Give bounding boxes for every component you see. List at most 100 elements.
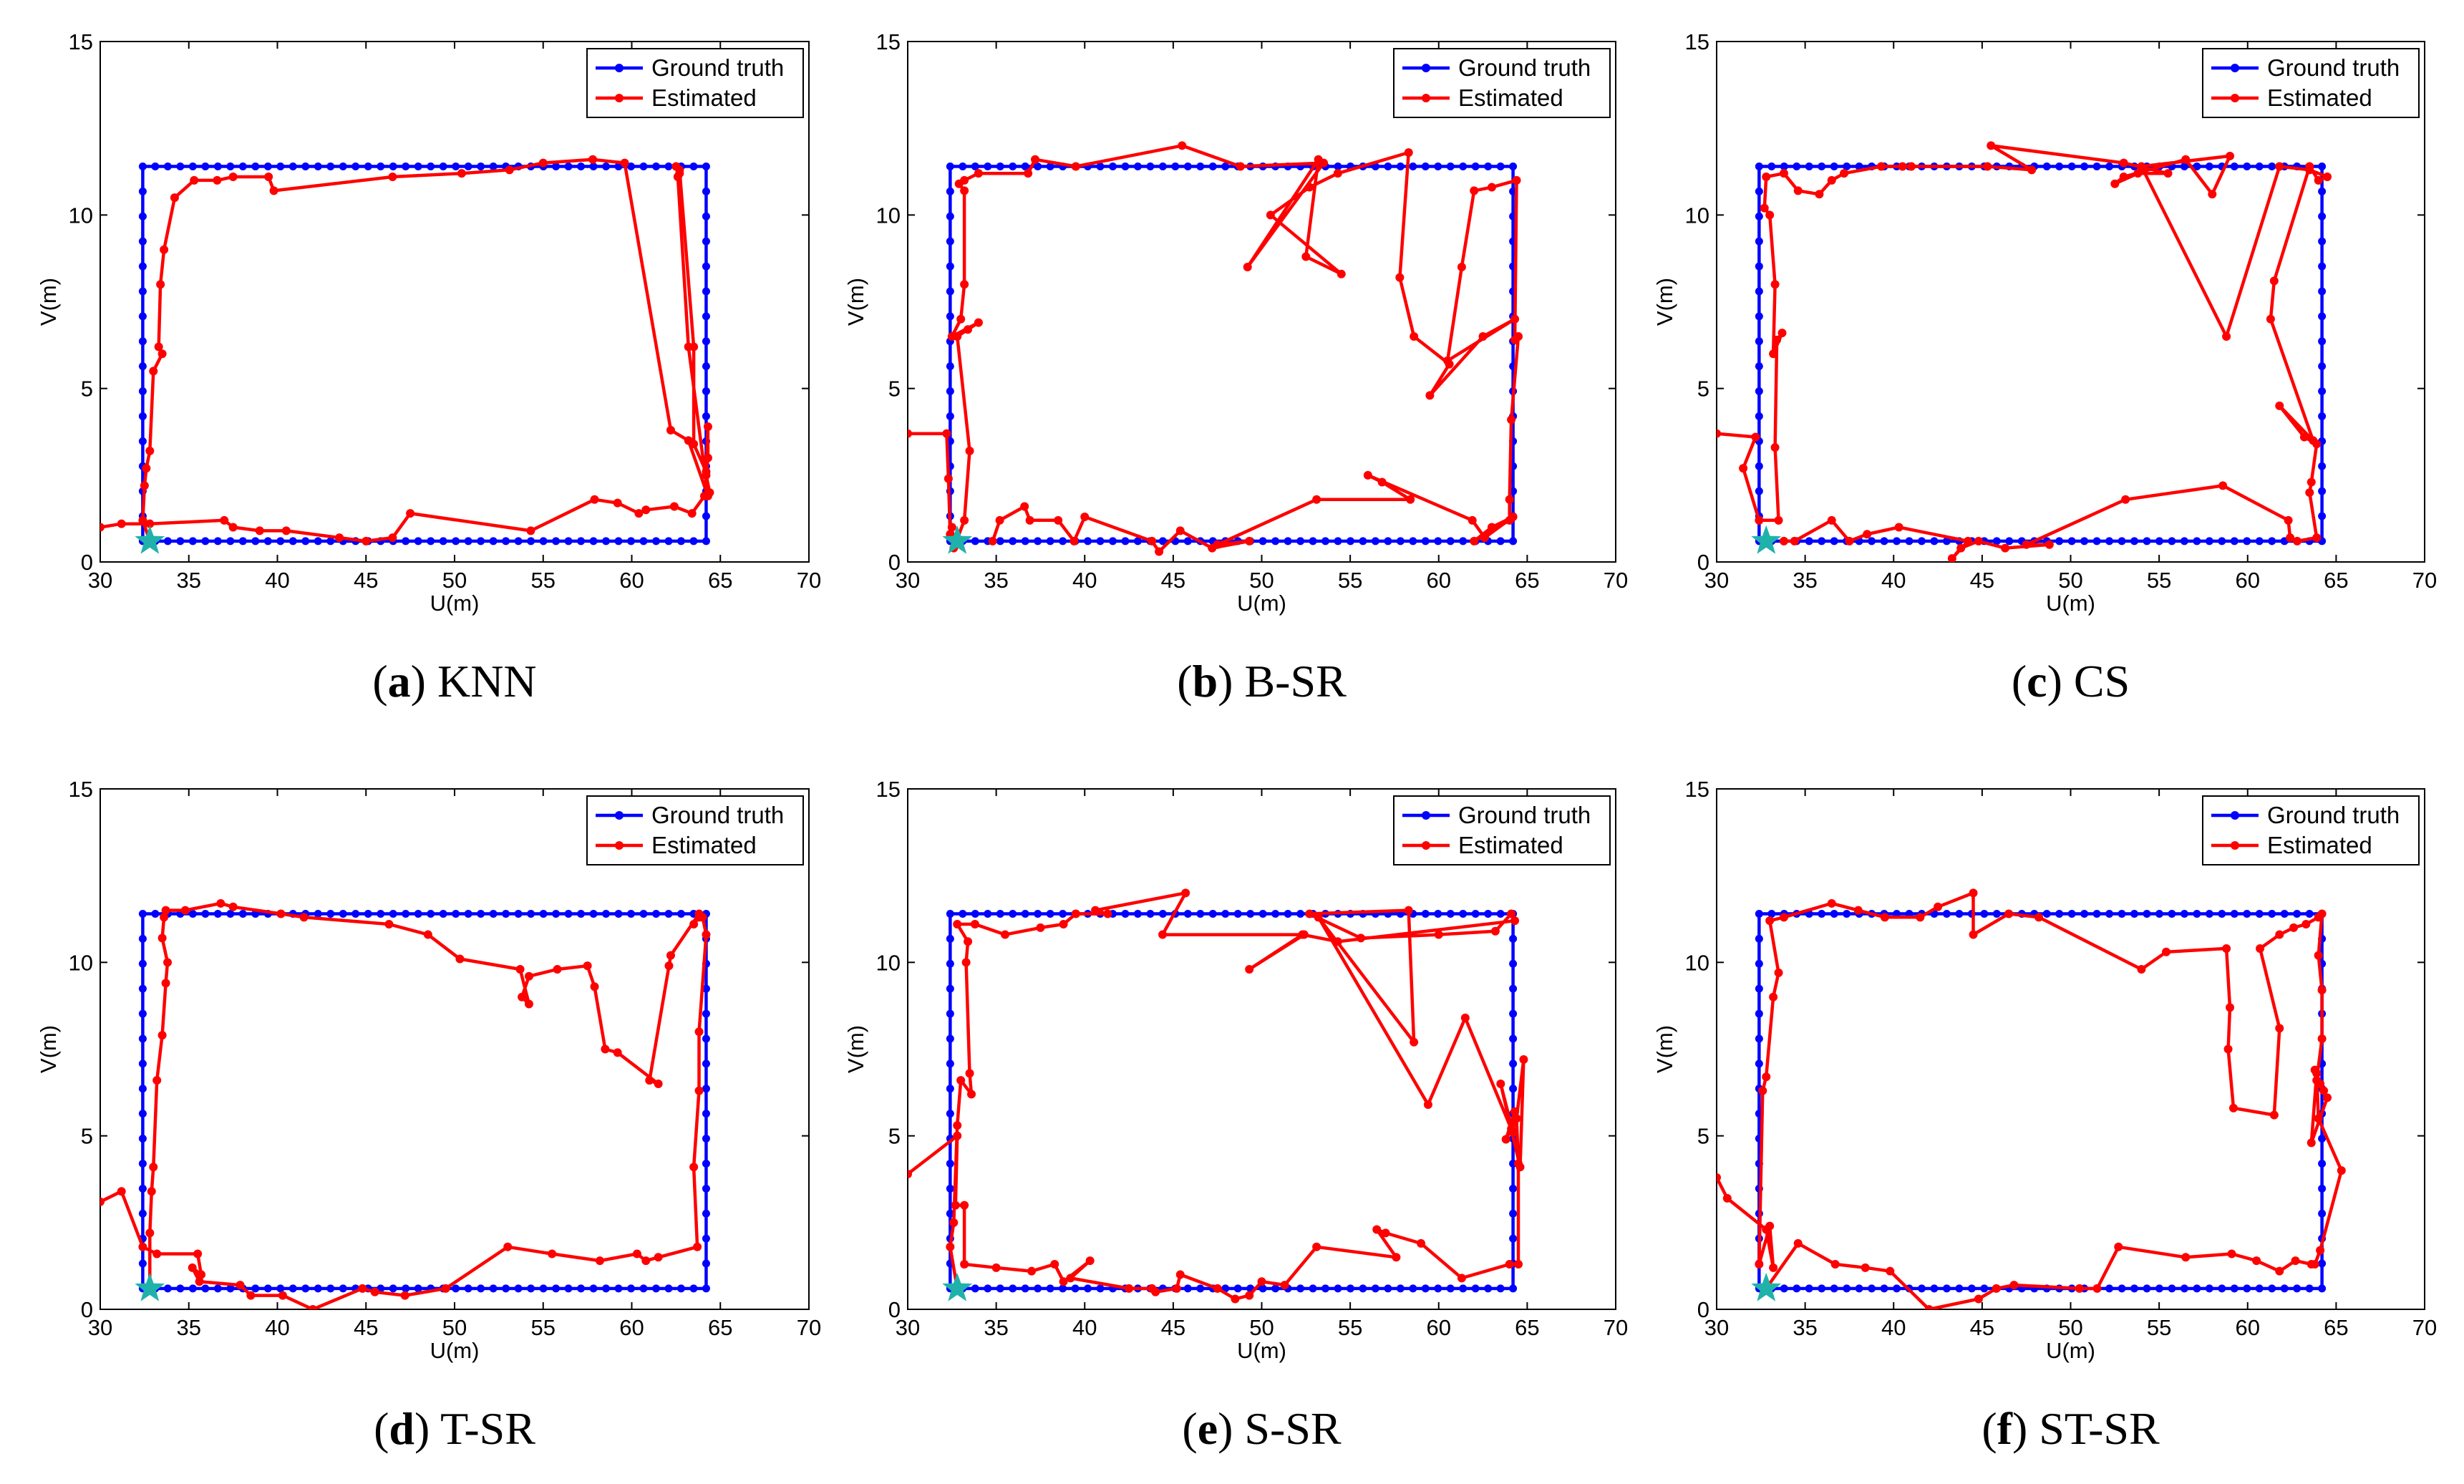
estimated-point (228, 173, 238, 182)
y-tick-label: 5 (1697, 377, 1709, 402)
estimated-point (188, 1263, 197, 1272)
ground-truth-point (2255, 537, 2264, 545)
ground-truth-point (2305, 909, 2314, 918)
ground-truth-point (138, 437, 147, 445)
ground-truth-point (2230, 537, 2239, 545)
estimated-point (358, 1284, 367, 1293)
ground-truth-point (251, 1284, 260, 1293)
ground-truth-point (477, 1284, 485, 1293)
estimated-point (2289, 923, 2299, 932)
y-tick-label: 0 (1697, 550, 1709, 575)
estimated-point (2119, 158, 2128, 168)
estimated-point (1510, 1107, 1520, 1116)
estimated-point (1080, 512, 1090, 521)
panel-caption: (e) S-SR (1182, 1403, 1342, 1454)
ground-truth-point (452, 909, 460, 918)
estimated-point (1050, 1259, 1059, 1269)
estimated-point (1243, 263, 1252, 272)
estimated-point (1751, 432, 1760, 442)
ground-truth-point (1384, 1284, 1392, 1293)
estimated-point (1755, 515, 1764, 525)
ground-truth-point (676, 537, 685, 545)
legend-label: Ground truth (651, 54, 784, 81)
caption-close-paren: ) (2012, 1403, 2039, 1454)
estimated-point (1305, 183, 1314, 192)
estimated-point (1172, 1284, 1181, 1293)
estimated-point (947, 331, 956, 341)
estimated-point (2316, 1079, 2325, 1088)
ground-truth-point (2318, 237, 2327, 246)
ground-truth-point (1767, 162, 1776, 170)
x-tick-label: 50 (1249, 568, 1274, 593)
ground-truth-point (1334, 537, 1342, 545)
panel-c: 30 35 40 45 50 55 60 65 70 0 5 10 15 U(m) V(m) Ground t… (1652, 29, 2437, 707)
ground-truth-point (1221, 162, 1230, 170)
ground-truth-point (1434, 537, 1442, 545)
estimated-point (1103, 909, 1112, 918)
estimated-point (518, 992, 527, 1002)
estimated-point (951, 1201, 960, 1210)
estimated-point (1514, 1259, 1523, 1269)
estimated-point (2269, 1110, 2279, 1120)
ground-truth-point (1158, 909, 1167, 918)
ground-truth-point (1755, 1059, 1763, 1068)
ground-truth-point (1930, 537, 1939, 545)
ground-truth-point (514, 909, 523, 918)
estimated-point (995, 515, 1004, 525)
ground-truth-point (251, 537, 260, 545)
ground-truth-point (1980, 909, 1989, 918)
estimated-point (384, 920, 394, 929)
panel-f: 30 35 40 45 50 55 60 65 70 0 5 10 15 U(m) V(m) Ground t… (1652, 777, 2437, 1454)
ground-truth-point (2318, 337, 2327, 346)
estimated-point (2162, 947, 2171, 956)
x-tick-label: 30 (896, 568, 920, 593)
ground-truth-point (1446, 162, 1455, 170)
legend-box (1393, 795, 1611, 865)
estimated-point (1417, 1238, 1426, 1248)
ground-truth-point (489, 162, 498, 170)
ground-truth-point (138, 162, 147, 170)
ground-truth-point (502, 909, 510, 918)
ground-truth-point (1843, 1284, 1851, 1293)
ground-truth-point (2130, 909, 2139, 918)
estimated-point (2286, 533, 2295, 543)
estimated-point (974, 318, 983, 327)
ground-truth-point (1446, 909, 1455, 918)
x-tick-label: 35 (984, 568, 1008, 593)
estimated-point (140, 481, 149, 490)
x-tick-label: 40 (1881, 1315, 1906, 1340)
ground-truth-point (577, 1284, 586, 1293)
estimated-point (2269, 276, 2279, 286)
estimated-point (1031, 155, 1040, 164)
ground-truth-point (702, 1209, 710, 1218)
ground-truth-point (651, 162, 660, 170)
estimated-point (190, 175, 199, 185)
ground-truth-point (1371, 1284, 1379, 1293)
ground-truth-point (489, 537, 498, 545)
ground-truth-point (439, 162, 447, 170)
estimated-point (1213, 1284, 1222, 1293)
x-tick-label: 30 (896, 1315, 920, 1340)
caption-open-paren: ( (1982, 1403, 1997, 1454)
ground-truth-point (1183, 162, 1192, 170)
ground-truth-point (1271, 1284, 1280, 1293)
estimated-point (160, 913, 169, 922)
estimated-point (2163, 169, 2173, 178)
ground-truth-point (1046, 1284, 1054, 1293)
caption-open-paren: ( (1182, 1403, 1197, 1454)
estimated-point (100, 1197, 105, 1206)
legend-swatch-marker (2231, 64, 2239, 72)
estimated-point (2275, 162, 2284, 171)
ground-truth-point (1396, 162, 1405, 170)
estimated-point (1762, 1072, 1771, 1082)
estimated-point (1314, 155, 1323, 164)
x-tick-label: 30 (88, 1315, 112, 1340)
ground-truth-point (1818, 909, 1826, 918)
estimated-point (965, 1069, 974, 1078)
ground-truth-point (1434, 1284, 1442, 1293)
ground-truth-point (1046, 162, 1054, 170)
estimated-point (1956, 543, 1966, 553)
ground-truth-point (1046, 909, 1054, 918)
ground-truth-point (564, 537, 573, 545)
ground-truth-point (702, 162, 710, 170)
